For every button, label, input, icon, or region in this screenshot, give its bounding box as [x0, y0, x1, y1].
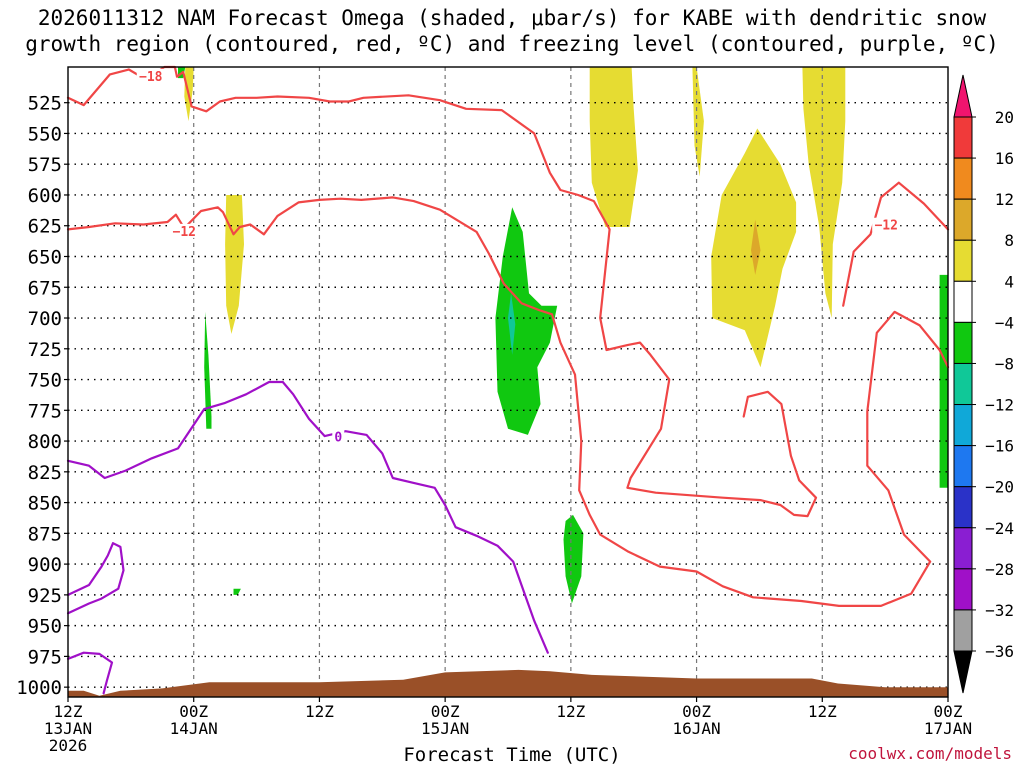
contour-label-bg [332, 429, 345, 444]
omega-shade-omega+4 [589, 67, 638, 227]
colorbar-label: −32 [985, 601, 1014, 620]
plot-frame [67, 66, 949, 698]
colorbar-label: −24 [985, 519, 1014, 538]
x-tick-label: 12Z [305, 702, 334, 721]
y-tick-label: 700 [28, 308, 62, 330]
omega-shade-omega+4 [802, 67, 846, 318]
contour-label: −12 [874, 219, 897, 234]
x-tick-label: 17JAN [924, 719, 972, 738]
dgz-contour-1 [66, 196, 950, 608]
colorbar-swatch [953, 527, 973, 570]
terrain-ground [68, 669, 948, 697]
omega-shade-omega+4 [225, 195, 244, 334]
colorbar-swatch [953, 445, 973, 488]
x-tick-label: 2026 [49, 736, 88, 755]
y-tick-label: 575 [28, 154, 62, 176]
y-tick-label: 875 [28, 523, 62, 545]
x-tick-label: 13JAN [44, 719, 92, 738]
colorbar-swatch [953, 321, 973, 364]
x-tick-label: 00Z [934, 702, 963, 721]
y-tick-label: 925 [28, 585, 62, 607]
colorbar-label: 4 [1004, 272, 1014, 291]
colorbar-label: 20 [995, 108, 1014, 127]
dgz-contour-0 [66, 65, 818, 518]
omega-shade-omega-4 [563, 514, 584, 604]
contour-label-bg [170, 223, 199, 238]
y-tick-label: 750 [28, 370, 62, 392]
colorbar-swatch [953, 239, 973, 282]
colorbar-swatch [953, 362, 973, 406]
colorbar-label: −16 [985, 437, 1014, 456]
colorbar-swatch [953, 116, 973, 159]
colorbar-swatch [953, 198, 973, 241]
x-tick-label: 15JAN [421, 719, 469, 738]
y-tick-label: 900 [28, 554, 62, 576]
x-tick-label: 14JAN [170, 719, 218, 738]
y-tick-label: 650 [28, 246, 62, 268]
omega-shade-omega-4 [495, 207, 558, 435]
colorbar-label: 12 [995, 190, 1014, 209]
contour-label: −12 [173, 225, 196, 240]
colorbar-swatch [953, 157, 973, 200]
x-tick-label: 00Z [179, 702, 208, 721]
colorbar-label: −28 [985, 560, 1014, 579]
x-tick-label: 12Z [556, 702, 585, 721]
site-credit: coolwx.com/models [848, 744, 1012, 763]
colorbar-top-arrow [953, 74, 973, 118]
x-tick-label: 16JAN [672, 719, 720, 738]
contour-label-bg [872, 217, 901, 232]
y-tick-label: 975 [28, 646, 62, 668]
colorbar-label: −20 [985, 478, 1014, 497]
x-tick-label: 00Z [682, 702, 711, 721]
colorbar-swatch [953, 486, 973, 529]
y-tick-label: 800 [28, 431, 62, 453]
omega-shade-omega-8 [508, 293, 516, 355]
y-tick-label: 725 [28, 339, 62, 361]
colorbar-label: −8 [995, 354, 1014, 373]
colorbar-label: −4 [995, 313, 1014, 332]
freezing-level-contour-4 [66, 542, 125, 615]
colorbar-swatch [953, 404, 973, 447]
y-tick-label: 850 [28, 493, 62, 515]
y-tick-label: 1000 [16, 677, 62, 699]
y-tick-label: 825 [28, 462, 62, 484]
contour-label: 0 [334, 430, 342, 445]
x-tick-label: 12Z [54, 702, 83, 721]
omega-shade-omega+4 [692, 67, 704, 177]
omega-shade-omega-4 [204, 311, 212, 429]
y-tick-label: 675 [28, 277, 62, 299]
omega-shade-omega-4 [939, 274, 948, 488]
y-tick-label: 775 [28, 400, 62, 422]
freezing-level-contour-5 [66, 651, 114, 695]
omega-shade-omega+8 [751, 219, 761, 275]
y-tick-label: 950 [28, 616, 62, 638]
y-tick-label: 525 [28, 93, 62, 115]
x-tick-label: 00Z [431, 702, 460, 721]
dgz-contour-2 [842, 181, 950, 307]
contour-label: −18 [139, 70, 163, 85]
colorbar-label: 16 [995, 149, 1014, 168]
y-tick-label: 600 [28, 185, 62, 207]
colorbar-swatch [953, 568, 973, 611]
chart-title-line-2: growth region (contoured, red, ºC) and f… [25, 32, 999, 56]
omega-shade-omega-4 [233, 588, 241, 595]
chart-title-line-1: 2026011312 NAM Forecast Omega (shaded, μ… [37, 6, 987, 30]
colorbar-swatch [953, 280, 973, 323]
colorbar-swatch [953, 609, 973, 652]
y-tick-label: 625 [28, 216, 62, 238]
colorbar-label: −12 [985, 396, 1014, 415]
contour-label-bg [136, 68, 165, 83]
colorbar-label: 8 [1004, 231, 1014, 250]
x-tick-label: 12Z [808, 702, 837, 721]
x-axis-label: Forecast Time (UTC) [403, 744, 621, 766]
y-tick-label: 550 [28, 123, 62, 145]
colorbar-bottom-arrow [953, 650, 973, 694]
colorbar-label: −36 [985, 642, 1014, 661]
